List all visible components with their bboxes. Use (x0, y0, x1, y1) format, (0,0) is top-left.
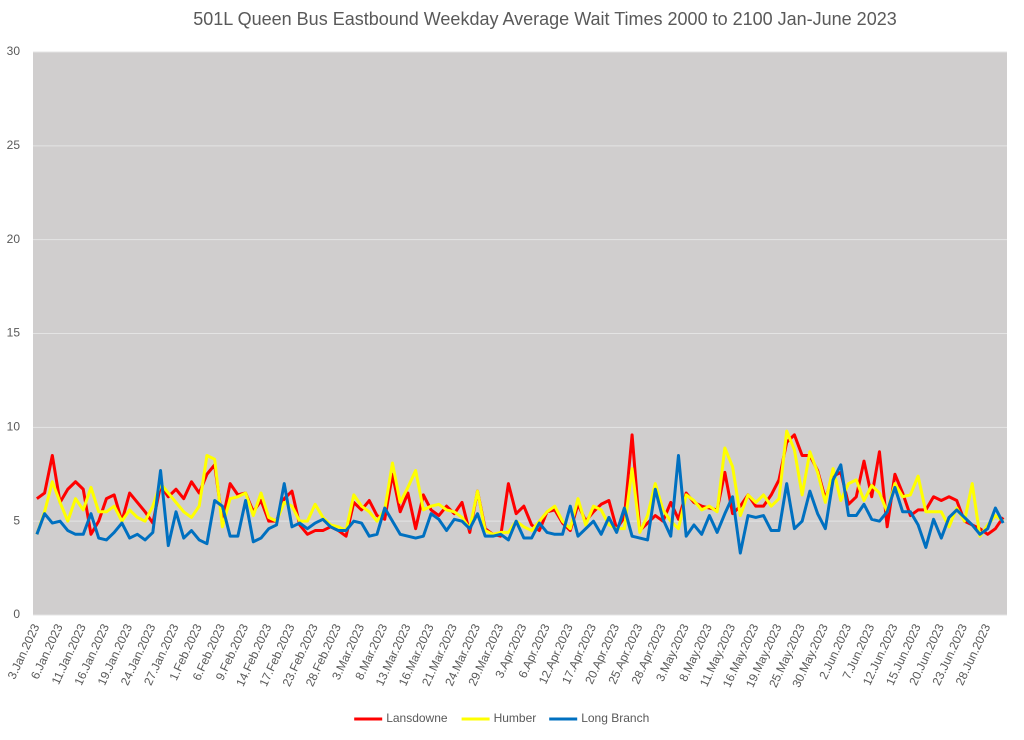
legend-label: Lansdowne (386, 711, 448, 725)
y-tick-label: 30 (7, 44, 21, 58)
y-tick-label: 0 (13, 607, 20, 621)
legend-label: Humber (494, 711, 537, 725)
y-tick-label: 15 (7, 326, 21, 340)
legend-label: Long Branch (581, 711, 649, 725)
chart-title: 501L Queen Bus Eastbound Weekday Average… (193, 9, 896, 29)
y-tick-label: 25 (7, 138, 21, 152)
series-line (35, 453, 1005, 555)
y-tick-label: 10 (7, 420, 21, 434)
y-tick-label: 5 (13, 513, 20, 527)
series-line (35, 429, 1005, 538)
y-tick-label: 20 (7, 232, 21, 246)
